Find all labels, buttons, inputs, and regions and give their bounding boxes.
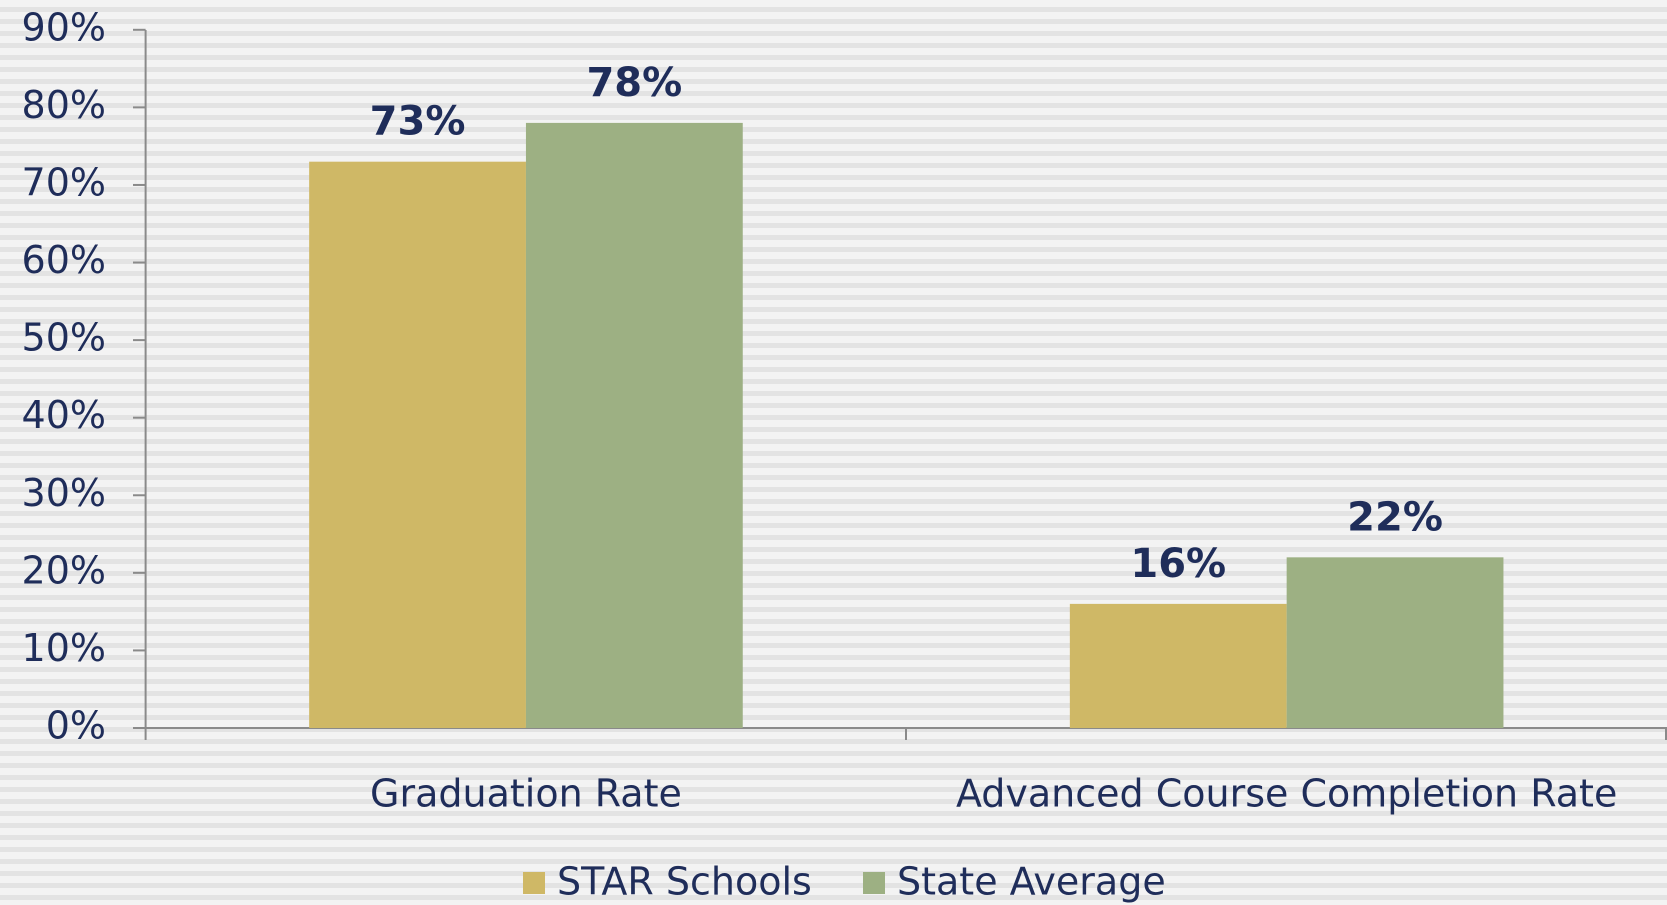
- y-tick-label: 90%: [22, 5, 106, 49]
- bar: [525, 122, 743, 729]
- y-tick-label: 0%: [46, 704, 106, 748]
- y-tick-label: 80%: [22, 83, 106, 127]
- legend-label: STAR Schools: [557, 860, 812, 904]
- x-tick-label: Advanced Course Completion Rate: [956, 772, 1617, 816]
- y-tick-label: 60%: [22, 238, 106, 282]
- bar: [1069, 603, 1287, 728]
- bar: [1286, 557, 1504, 728]
- y-tick-label: 40%: [22, 393, 106, 437]
- legend-label: State Average: [897, 860, 1166, 904]
- bar: [309, 161, 526, 728]
- value-label: 78%: [586, 60, 682, 106]
- value-label: 73%: [370, 99, 466, 145]
- legend-swatch: [863, 872, 885, 894]
- y-tick-label: 70%: [22, 160, 106, 204]
- value-label: 16%: [1130, 541, 1226, 587]
- legend-swatch: [523, 872, 545, 894]
- y-tick-label: 50%: [22, 316, 106, 360]
- y-tick-label: 30%: [22, 471, 106, 515]
- y-tick-label: 10%: [22, 626, 106, 670]
- y-tick-label: 20%: [22, 548, 106, 592]
- value-label: 22%: [1347, 494, 1443, 540]
- x-tick-label: Graduation Rate: [370, 772, 682, 816]
